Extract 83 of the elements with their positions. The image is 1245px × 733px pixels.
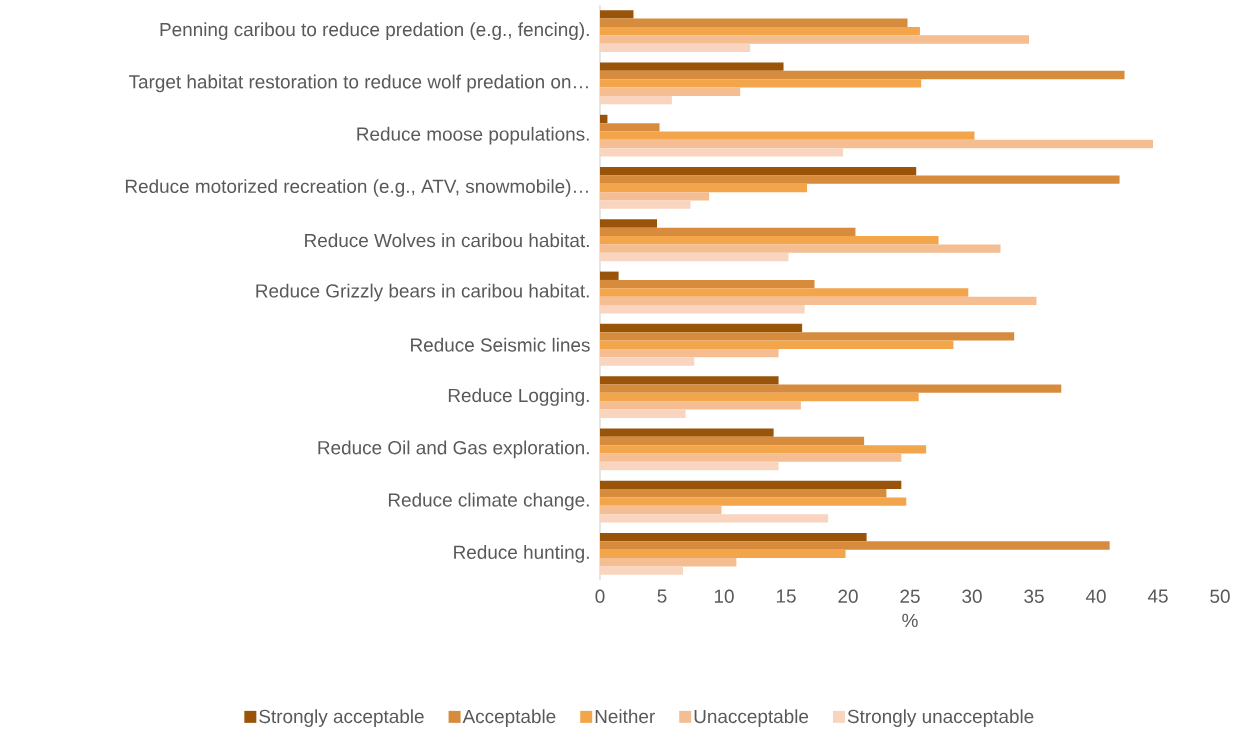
bar — [600, 219, 658, 228]
bar — [600, 148, 844, 157]
x-tick-label: 15 — [776, 589, 796, 603]
bar — [600, 79, 922, 88]
bar — [600, 340, 954, 349]
legend-label: Strongly unacceptable — [847, 709, 1034, 727]
bar — [600, 480, 902, 490]
bar — [600, 227, 856, 237]
x-tick-label: 20 — [838, 589, 858, 603]
x-tick-label: 35 — [1024, 589, 1044, 603]
bar — [600, 505, 722, 515]
y-tick-label: Target habitat restoration to reduce wolf predation on… — [128, 74, 588, 93]
y-tick-label: Reduce moose populations. — [357, 126, 589, 145]
bar — [600, 428, 774, 437]
bar — [600, 183, 808, 193]
bar — [600, 332, 1015, 341]
bar — [600, 18, 908, 27]
y-tick-label: Reduce climate change. — [388, 492, 589, 511]
bar — [600, 131, 975, 140]
y-tick-label: Reduce Oil and Gas exploration. — [318, 440, 589, 459]
bar — [600, 453, 902, 462]
y-tick-label: Reduce Grizzly bears in caribou habitat. — [256, 283, 589, 302]
bar — [600, 305, 805, 314]
bar — [600, 558, 737, 567]
bar — [600, 236, 939, 245]
bar — [600, 62, 784, 71]
legend-label: Strongly acceptable — [259, 709, 424, 727]
bar — [600, 392, 919, 402]
bar — [600, 514, 829, 523]
bar — [600, 279, 815, 289]
bar — [600, 200, 691, 209]
y-tick-label: Reduce hunting. — [454, 545, 589, 563]
bar — [600, 123, 660, 132]
bar — [600, 288, 969, 297]
legend-label: Neither — [595, 709, 655, 724]
x-tick-label: 5 — [657, 589, 667, 603]
bar — [600, 532, 867, 542]
y-tick-label: Penning caribou to reduce predation (e.g., fencing). — [160, 22, 589, 40]
y-tick-label: Reduce Seismic lines — [411, 337, 590, 352]
legend-label: Acceptable — [462, 709, 556, 727]
x-tick-label: 0 — [595, 589, 605, 603]
x-tick-label: 50 — [1210, 589, 1230, 603]
bar — [600, 175, 1120, 184]
bar — [600, 252, 789, 262]
bar — [600, 357, 695, 366]
bar — [600, 497, 907, 506]
bar — [600, 376, 779, 385]
bar — [600, 244, 1001, 253]
bar — [600, 43, 751, 53]
bar — [600, 139, 1154, 149]
x-tick-label: 10 — [714, 589, 734, 603]
bar — [600, 436, 865, 446]
bar — [600, 114, 608, 124]
bar — [600, 549, 846, 559]
bar — [600, 409, 686, 418]
bar — [600, 167, 917, 176]
legend-label: Unacceptable — [694, 709, 809, 727]
y-tick-label: Reduce Logging. — [448, 388, 589, 406]
y-tick-label: Reduce Wolves in caribou habitat. — [305, 233, 589, 248]
x-tick-label: 30 — [962, 589, 982, 603]
x-tick-label: 40 — [1085, 589, 1106, 603]
bar — [600, 566, 684, 575]
bar — [600, 70, 1125, 80]
bar — [600, 26, 920, 36]
y-tick-label: Reduce motorized recreation (e.g., ATV, snowmobile)… — [125, 179, 588, 197]
bar — [600, 541, 1110, 550]
bar — [600, 296, 1037, 306]
bar — [600, 348, 779, 358]
x-tick-label: 45 — [1147, 589, 1168, 603]
bar — [600, 323, 803, 333]
x-axis-title: % — [902, 613, 918, 628]
bar — [600, 10, 634, 19]
bar — [600, 401, 801, 410]
bar — [600, 489, 887, 498]
bar — [600, 87, 741, 96]
bar — [600, 271, 619, 280]
bar — [600, 461, 779, 471]
bar — [600, 192, 710, 201]
x-tick-label: 25 — [900, 589, 920, 603]
bar — [600, 384, 1062, 393]
bar — [600, 445, 927, 454]
bar — [600, 35, 1030, 44]
bar — [600, 95, 672, 105]
